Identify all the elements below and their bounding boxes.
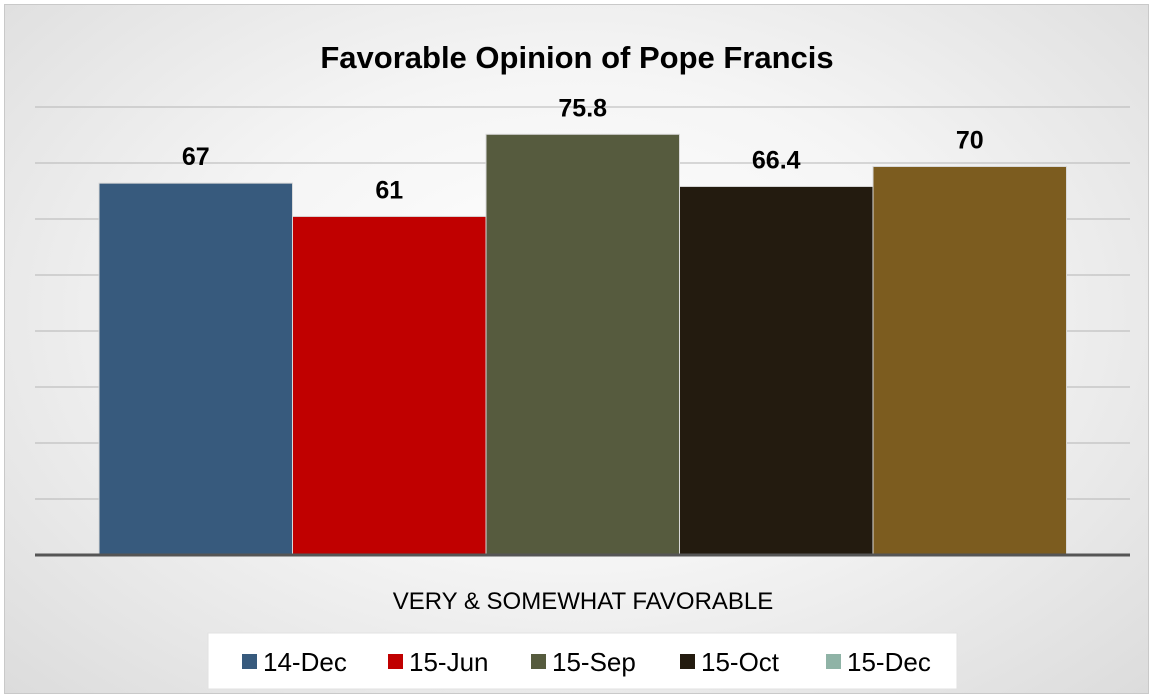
- bars: [98, 133, 1067, 556]
- legend-swatch: [242, 654, 257, 669]
- data-label: 67: [182, 143, 210, 171]
- data-label: 61: [375, 176, 403, 204]
- legend-label: 15-Dec: [847, 647, 931, 677]
- bar: [679, 185, 874, 556]
- category-label: VERY & SOMEWHAT FAVORABLE: [393, 588, 774, 615]
- data-label: 66.4: [752, 146, 801, 174]
- bar-chart: Favorable Opinion of Pope Francis 67 61 75…: [35, 40, 1130, 690]
- legend: 14-Dec 15-Jun 15-Sep 15-Oct 15-Dec: [207, 632, 958, 690]
- bar: [292, 215, 487, 556]
- legend-label: 14-Dec: [263, 647, 347, 677]
- bar: [485, 133, 680, 556]
- legend-label: 15-Oct: [701, 647, 780, 677]
- chart-title: Favorable Opinion of Pope Francis: [320, 40, 833, 75]
- data-label: 70: [956, 127, 984, 155]
- legend-swatch: [531, 654, 546, 669]
- chart-area: Favorable Opinion of Pope Francis 67 61 75…: [4, 4, 1149, 694]
- bar: [98, 182, 293, 556]
- legend-label: 15-Jun: [409, 647, 489, 677]
- legend-swatch: [680, 654, 695, 669]
- legend-label: 15-Sep: [552, 647, 636, 677]
- legend-swatch: [388, 654, 403, 669]
- bar: [872, 166, 1067, 556]
- legend-swatch: [826, 654, 841, 669]
- data-labels: 67 61 75.8 66.4 70: [182, 94, 984, 204]
- data-label: 75.8: [558, 94, 607, 122]
